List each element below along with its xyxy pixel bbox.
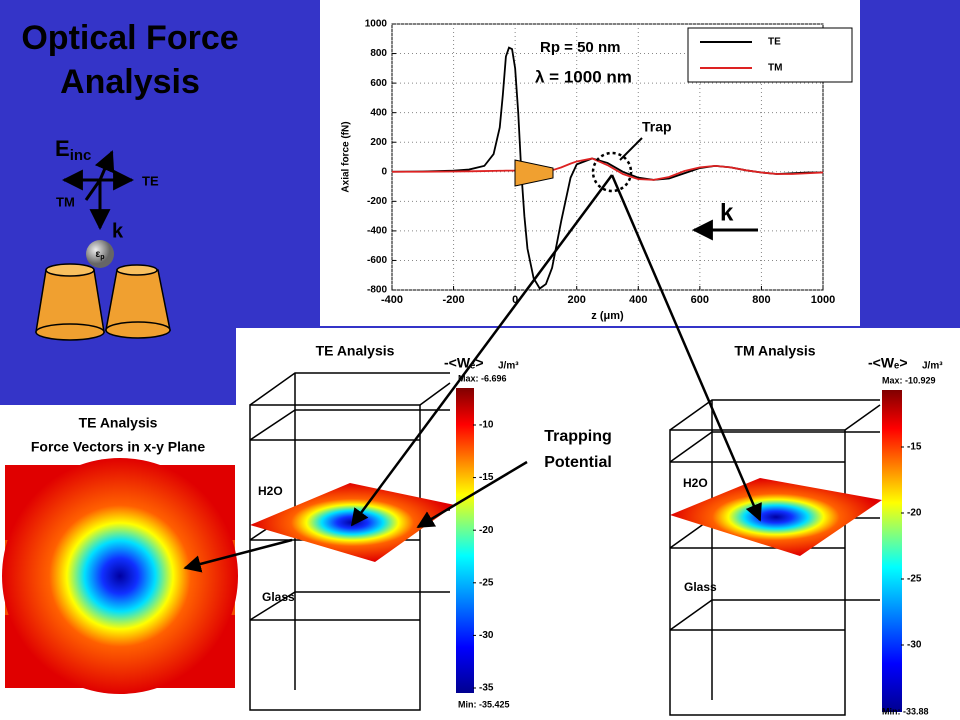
- colorbar: [882, 390, 902, 712]
- trap-pointer: [619, 137, 643, 161]
- fiber-tip: [514, 159, 554, 187]
- x-tick-label: 600: [691, 294, 709, 306]
- colorbar-tick-label: -30: [479, 630, 494, 641]
- left-subtitle: Force Vectors in x-y Plane: [31, 439, 206, 455]
- y-tick-label: -600: [367, 255, 387, 266]
- left-title: TE Analysis: [79, 415, 158, 431]
- colorbar-tick-label: -35: [479, 683, 494, 694]
- x-tick-label: 0: [512, 294, 518, 306]
- fiber-tips: [35, 263, 171, 341]
- glass-label: Glass: [262, 590, 295, 604]
- chart: -400 -200 0 200 400 600 800 1000 -800 -600 -400 -20…: [341, 19, 853, 322]
- particle-label: εp: [95, 249, 104, 261]
- x-axis-label: z (μm): [591, 310, 624, 322]
- glass-label: Glass: [684, 580, 717, 594]
- x-tick-label: 400: [629, 294, 647, 306]
- trap-circle: [591, 151, 633, 193]
- min-label: Min: -35.425: [458, 699, 510, 709]
- x-tick-label: 1000: [811, 294, 835, 306]
- quantity: -<Wₑ>: [868, 355, 908, 371]
- particle: [86, 240, 114, 268]
- trapping-label: Trapping: [544, 428, 612, 445]
- colorbar-tick-label: -10: [479, 420, 494, 431]
- polarization-diagram: [61, 150, 135, 231]
- y-tick-label: -400: [367, 226, 387, 237]
- min-label: Min: -33.88: [882, 706, 929, 716]
- water-label: H2O: [258, 484, 283, 498]
- legend-box: [687, 27, 853, 83]
- max-label: Max: -10.929: [882, 375, 936, 385]
- y-tick-label: 0: [381, 166, 387, 177]
- k-label: k: [112, 220, 124, 242]
- y-tick-label: 800: [370, 48, 387, 59]
- colorbar-tick-label: -20: [479, 525, 494, 536]
- panel-title: TE Analysis: [316, 343, 395, 359]
- max-label: Max: -6.696: [458, 373, 507, 383]
- colorbar-tick-label: -15: [479, 472, 494, 483]
- x-tick-label: 800: [752, 294, 770, 306]
- colorbar-tick-label: -25: [479, 577, 494, 588]
- colorbar-tick-label: -15: [907, 442, 922, 453]
- y-tick-label: 600: [370, 78, 387, 89]
- callout-arrows: [183, 174, 762, 573]
- unit: J/m³: [922, 361, 943, 372]
- colorbar-tick-label: -20: [907, 508, 922, 519]
- trapping-label: Potential: [544, 454, 612, 471]
- title: Optical Force: [21, 19, 238, 57]
- x-tick-label: -400: [381, 294, 403, 306]
- colorbar-tick-label: -25: [907, 574, 922, 585]
- water-label: H2O: [683, 476, 708, 490]
- unit: J/m³: [498, 361, 519, 372]
- x-tick-label: 200: [568, 294, 586, 306]
- tm-plate: [670, 478, 882, 556]
- legend-label: TE: [768, 37, 781, 48]
- annotation: Rp = 50 nm: [540, 39, 620, 56]
- title: Analysis: [60, 63, 200, 101]
- y-tick-label: -800: [367, 285, 387, 296]
- annotation: Trap: [642, 119, 672, 135]
- particle-sub: p: [100, 254, 104, 261]
- quantity: -<Wₑ>: [444, 355, 484, 371]
- y-tick-label: 400: [370, 107, 387, 118]
- field-sub: inc: [70, 147, 92, 164]
- tm-label: TM: [56, 194, 75, 209]
- colorbar-ticks: -15 -20 -25 -30: [901, 442, 922, 651]
- annotation: k: [720, 199, 734, 226]
- colorbar: [456, 388, 474, 693]
- panel-title: TM Analysis: [734, 343, 815, 359]
- particle-label: ε: [95, 249, 100, 260]
- annotation: λ = 1000 nm: [535, 67, 632, 86]
- te-label: TE: [142, 173, 159, 188]
- y-tick-label: 1000: [365, 19, 388, 30]
- y-tick-label: 200: [370, 137, 387, 148]
- colorbar-ticks: -10 -15 -20 -25 -30 -35: [473, 420, 494, 694]
- colorbar-tick-label: -30: [907, 640, 922, 651]
- force-map: [2, 458, 238, 694]
- x-tick-label: -200: [443, 294, 465, 306]
- y-axis-label: Axial force (fN): [341, 121, 352, 192]
- field-label: E: [55, 136, 70, 161]
- legend-label: TM: [768, 63, 782, 74]
- field-label: Einc: [55, 136, 91, 164]
- y-tick-label: -200: [367, 196, 387, 207]
